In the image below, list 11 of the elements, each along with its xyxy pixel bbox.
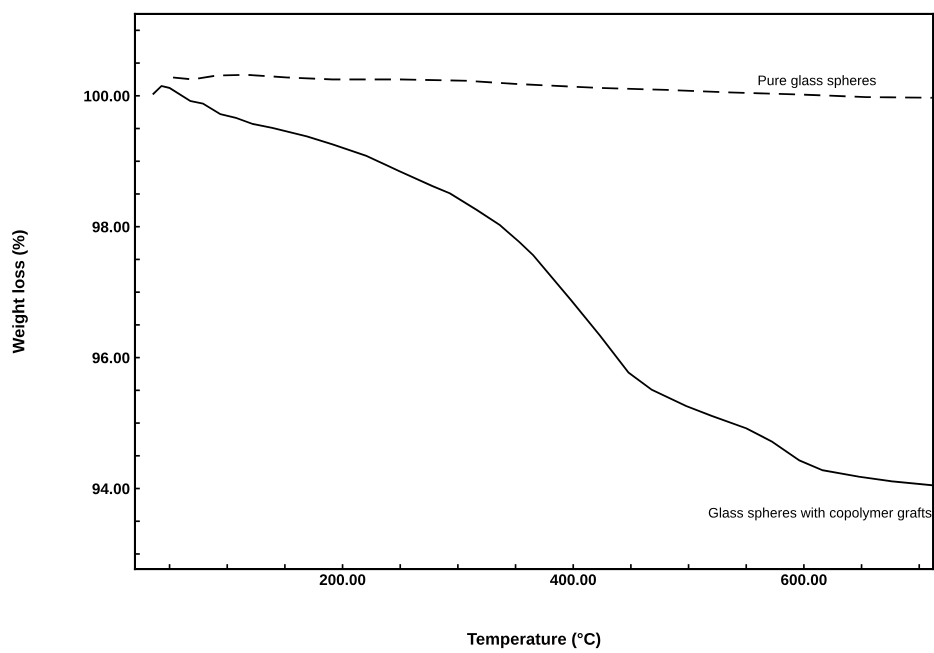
x-tick-label: 400.00 xyxy=(550,574,596,586)
x-tick-label: 200.00 xyxy=(320,574,366,586)
y-tick-label: 96.00 xyxy=(92,352,130,364)
y-tick-label: 98.00 xyxy=(92,222,130,232)
y-tick-label: 94.00 xyxy=(92,483,130,494)
x-axis-title: Temperature (°C) xyxy=(467,632,600,648)
series-label: Pure glass spheres xyxy=(758,75,876,88)
x-tick-label: 600.00 xyxy=(781,574,827,586)
y-axis-title: Weight loss (%) xyxy=(12,230,28,354)
y-tick-label: 100.00 xyxy=(84,90,130,102)
series-label: Glass spheres with copolymer grafts xyxy=(708,507,932,520)
